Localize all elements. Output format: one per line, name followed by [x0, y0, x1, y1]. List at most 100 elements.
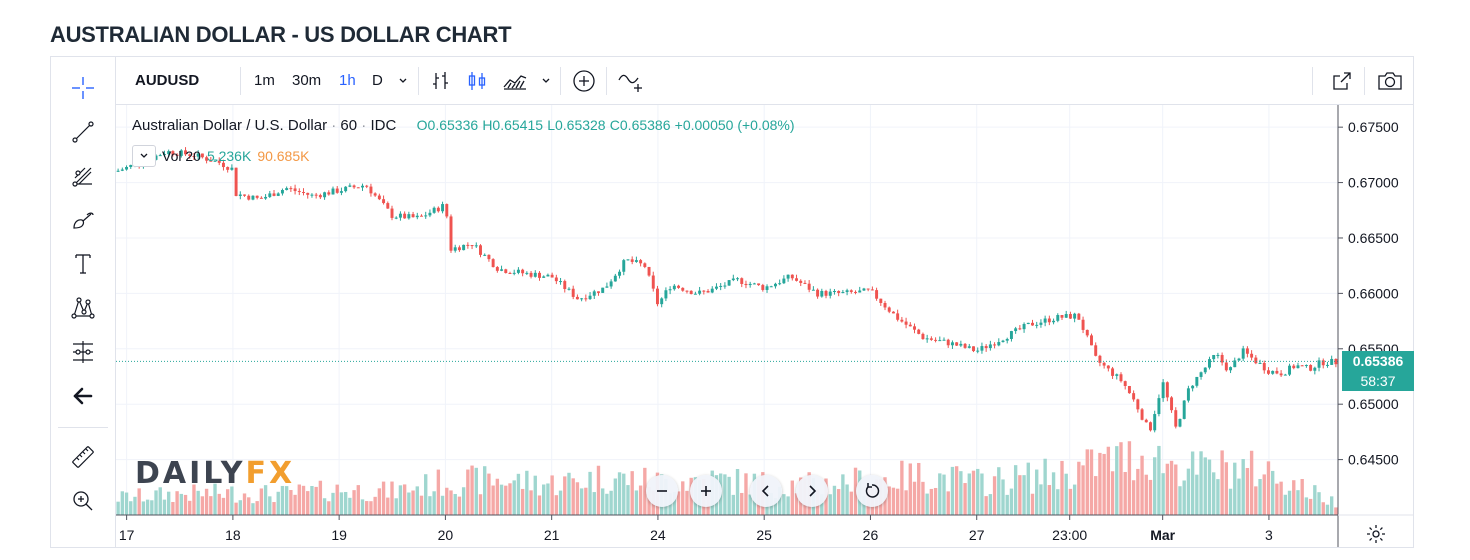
volume-bar [1169, 460, 1174, 515]
candle [1283, 373, 1287, 376]
text-icon[interactable] [67, 248, 99, 280]
volume-bar [432, 491, 436, 515]
candle [786, 274, 790, 282]
volume-bar [579, 488, 584, 515]
chart-settings-button[interactable] [1339, 521, 1413, 547]
trend-line-icon[interactable] [67, 116, 99, 148]
candle [129, 164, 133, 169]
volume-bar [959, 471, 963, 515]
interval-d-button[interactable]: D [372, 72, 383, 89]
volume-bar [1195, 474, 1199, 515]
candle [390, 205, 394, 221]
candle [1174, 407, 1178, 429]
candle [310, 193, 314, 198]
fullscreen-popout-button[interactable] [1330, 57, 1354, 104]
chart-axes: 0.675000.670000.665000.660000.655000.650… [116, 105, 1413, 547]
volume-bar [141, 501, 146, 515]
volume-bar [200, 496, 205, 515]
bar-countdown-badge: 58:37 [1342, 371, 1414, 392]
prediction-icon[interactable] [67, 336, 99, 368]
candle [934, 337, 938, 343]
candle [546, 273, 550, 277]
fib-tools-icon[interactable] [67, 160, 99, 192]
candle [900, 316, 904, 323]
volume-bar [377, 488, 382, 515]
candle-style-button[interactable] [465, 57, 489, 104]
volume-bar [1144, 474, 1148, 515]
volume-bar [1262, 474, 1266, 515]
candle [769, 285, 773, 288]
volume-bar [512, 480, 516, 515]
candle [1161, 379, 1165, 402]
volume-bar [520, 488, 525, 515]
volume-bar [129, 501, 133, 515]
volume-bar [1245, 467, 1250, 515]
back-arrow-icon[interactable] [67, 380, 99, 412]
volume-bar [322, 498, 327, 515]
zoom-out-button[interactable] [646, 475, 678, 507]
volume-bar [790, 480, 794, 515]
snapshot-button[interactable] [1376, 57, 1404, 104]
candle [196, 150, 200, 160]
zoom-in-icon[interactable] [67, 485, 99, 517]
legend-high: H0.65415 [482, 117, 544, 133]
candle [238, 191, 242, 200]
interval-30m-button[interactable]: 30m [292, 72, 322, 89]
volume-bar [634, 490, 639, 515]
x-tick-label: Mar [1150, 527, 1175, 543]
volume-bar [849, 491, 853, 515]
brush-icon[interactable] [67, 204, 99, 236]
candle [483, 253, 487, 257]
candle [1119, 372, 1123, 383]
pattern-icon[interactable] [67, 292, 99, 324]
volume-bar [1216, 479, 1220, 515]
volume-bar [1174, 464, 1178, 515]
volume-bar [255, 501, 259, 515]
area-style-button[interactable] [501, 57, 529, 104]
scroll-left-button[interactable] [750, 475, 782, 507]
fullscreen-popout-icon [1333, 71, 1351, 90]
volume-bar [188, 500, 192, 515]
bar-style-button[interactable] [429, 57, 453, 104]
reset-chart-button[interactable] [856, 475, 888, 507]
candle [832, 289, 836, 295]
volume-bar [1089, 449, 1094, 515]
symbol-search-button[interactable]: AUDUSD [135, 72, 200, 89]
interval-1h-button[interactable]: 1h [339, 72, 356, 89]
volume-bar [213, 483, 217, 515]
volume-bar [1157, 445, 1161, 515]
volume-bar [895, 488, 900, 515]
scroll-right-button[interactable] [796, 475, 828, 507]
volume-bar [327, 501, 331, 515]
crosshair-icon[interactable] [67, 72, 99, 104]
toolbar-separator [560, 67, 561, 95]
candle [470, 245, 474, 250]
volume-bar [1237, 478, 1241, 515]
gear-icon [1367, 525, 1385, 543]
volume-bar [731, 494, 736, 515]
candle [1203, 367, 1207, 375]
volume-bar [845, 484, 849, 515]
candle [167, 149, 171, 158]
volume-collapse-button[interactable] [132, 145, 156, 167]
volume-bar [209, 496, 213, 515]
interval-1m-button[interactable]: 1m [254, 72, 275, 89]
chart-style-dropdown[interactable] [540, 57, 552, 104]
volume-bar [466, 469, 470, 515]
ruler-icon[interactable] [67, 441, 99, 473]
interval-dropdown-button[interactable] [397, 57, 409, 104]
volume-bar [836, 489, 841, 515]
volume-bar [1228, 488, 1233, 515]
candle [192, 153, 196, 160]
zoom-in-button[interactable] [690, 475, 722, 507]
indicators-button[interactable] [616, 57, 646, 104]
candle [516, 267, 520, 275]
volume-bar [740, 492, 744, 515]
candle [559, 277, 563, 285]
volume-bar [272, 502, 276, 515]
volume-bar [630, 471, 634, 515]
volume-bar [841, 474, 845, 515]
compare-symbol-button[interactable] [571, 57, 597, 104]
volume-bar [529, 490, 533, 515]
candle [967, 343, 971, 349]
